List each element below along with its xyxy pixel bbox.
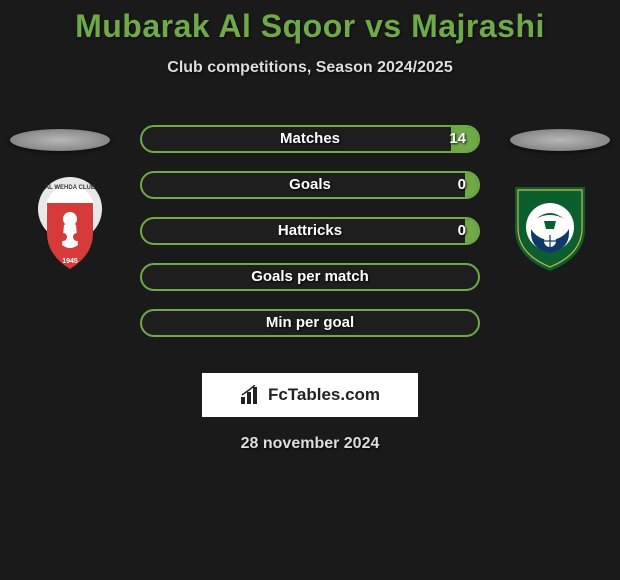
stat-value: 14 — [449, 130, 466, 147]
comparison-title: Mubarak Al Sqoor vs Majrashi — [0, 0, 620, 45]
player-right-shadow — [510, 129, 610, 151]
brand-text: FcTables.com — [268, 385, 380, 405]
stat-label: Goals — [142, 176, 478, 193]
badge-left-year: 1945 — [62, 258, 78, 265]
stat-bar-matches: Matches 14 — [140, 125, 480, 153]
stat-value: 0 — [458, 176, 466, 193]
stat-bar-goals: Goals 0 — [140, 171, 480, 199]
stat-bar-goals-per-match: Goals per match — [140, 263, 480, 291]
stat-value: 0 — [458, 222, 466, 239]
stat-label: Hattricks — [142, 222, 478, 239]
stats-arena: AL WEHDA CLUB 1945 Matches 14 Goals 0 Ha… — [0, 105, 620, 355]
stat-label: Goals per match — [142, 268, 478, 285]
stat-bar-hattricks: Hattricks 0 — [140, 217, 480, 245]
al-ahli-saudi-badge — [500, 173, 600, 273]
stat-label: Matches — [142, 130, 478, 147]
brand-box[interactable]: FcTables.com — [202, 373, 418, 417]
stat-label: Min per goal — [142, 314, 478, 331]
player-left-shadow — [10, 129, 110, 151]
stat-bar-min-per-goal: Min per goal — [140, 309, 480, 337]
date-stamp: 28 november 2024 — [0, 435, 620, 453]
badge-left-ring-text: AL WEHDA CLUB — [45, 185, 96, 191]
bar-chart-icon — [240, 385, 262, 405]
al-wehda-club-badge: AL WEHDA CLUB 1945 — [20, 173, 120, 273]
comparison-subtitle: Club competitions, Season 2024/2025 — [0, 59, 620, 77]
